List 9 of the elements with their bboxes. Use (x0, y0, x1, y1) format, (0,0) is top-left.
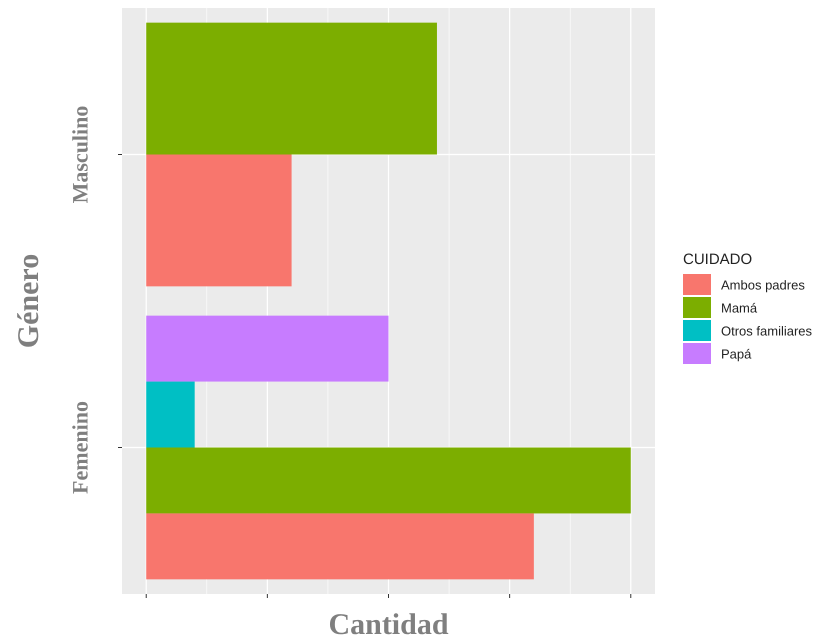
y-tick-label: Femenino (68, 401, 92, 494)
legend-label: Papá (721, 346, 752, 362)
legend-label: Ambos padres (721, 278, 806, 292)
legend-label: Mamá (721, 300, 758, 316)
legend-label: Otros familiares (721, 324, 813, 338)
x-axis-title: Cantidad (328, 608, 449, 640)
legend-title: CUIDADO (683, 251, 752, 268)
y-tick-label: Masculino (68, 106, 92, 204)
y-axis-title: Género (12, 254, 45, 348)
